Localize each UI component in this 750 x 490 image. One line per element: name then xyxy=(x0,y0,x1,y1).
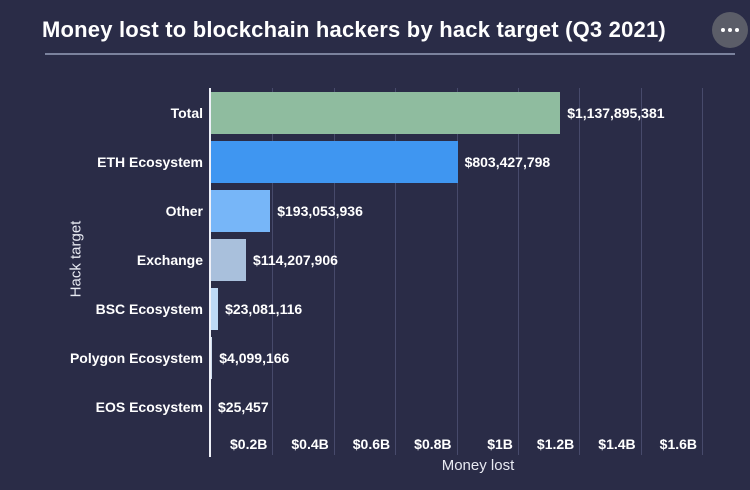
x-tick-label: $0.6B xyxy=(352,436,391,452)
x-tick-label: $1B xyxy=(487,436,513,452)
gridline xyxy=(395,88,397,455)
value-label: $1,137,895,381 xyxy=(567,104,665,121)
bar-row: EOS Ecosystem $25,457 xyxy=(0,382,745,431)
value-label: $25,457 xyxy=(218,398,269,415)
x-axis-title: Money lost xyxy=(441,457,515,474)
value-label: $23,081,116 xyxy=(225,300,303,317)
x-tick-label: $1.2B xyxy=(536,436,575,452)
x-tick-label: $1.4B xyxy=(598,436,636,452)
bar-track: $4,099,166 xyxy=(211,333,745,382)
plot-area: Total $1,137,895,381 ETH Ecosystem $803,427… xyxy=(0,88,745,431)
value-label: $4,099,166 xyxy=(219,349,290,366)
bar-track: $25,457 xyxy=(211,382,745,431)
x-tick-label: $1.6B xyxy=(659,436,698,452)
chart-title: Money lost to blockchain hackers by hack… xyxy=(42,17,666,42)
bar-track: $23,081,116 xyxy=(211,284,745,333)
bar-exchange[interactable] xyxy=(211,238,247,281)
x-tick-label: $0.2B xyxy=(230,436,268,452)
category-label: Total xyxy=(170,104,203,121)
category-label: BSC Ecosystem xyxy=(95,300,203,317)
bar-polygon-ecosystem[interactable] xyxy=(211,336,213,379)
x-tick-label: $0.4B xyxy=(291,436,329,452)
bar-row: ETH Ecosystem $803,427,798 xyxy=(0,137,745,186)
gridline xyxy=(517,88,519,455)
bar-track: $1,137,895,381 xyxy=(211,88,745,137)
value-label: $114,207,906 xyxy=(253,251,338,268)
category-label: Exchange xyxy=(136,251,203,268)
value-label: $193,053,936 xyxy=(277,202,363,219)
bar-row: Polygon Ecosystem $4,099,166 xyxy=(0,333,745,382)
bar-row: BSC Ecosystem $23,081,116 xyxy=(0,284,745,333)
gridline xyxy=(579,88,581,455)
bar-track: $193,053,936 xyxy=(211,186,745,235)
plot-grid xyxy=(211,88,745,455)
title-underline xyxy=(45,53,735,55)
bar-total[interactable] xyxy=(211,91,561,134)
bar-other[interactable] xyxy=(211,189,271,232)
more-options-icon xyxy=(721,28,739,32)
bar-track: $114,207,906 xyxy=(211,235,745,284)
menu-button[interactable] xyxy=(712,12,748,48)
bar-row: Total $1,137,895,381 xyxy=(0,88,745,137)
gridline xyxy=(333,88,335,455)
gridline xyxy=(272,88,274,455)
gridline xyxy=(702,88,704,455)
bar-bsc-ecosystem[interactable] xyxy=(211,287,219,330)
bar-row: Other $193,053,936 xyxy=(0,186,745,235)
category-label: ETH Ecosystem xyxy=(97,153,203,170)
y-axis-line xyxy=(209,88,211,457)
gridline xyxy=(456,88,458,455)
category-label: Other xyxy=(165,202,203,219)
bar-track: $803,427,798 xyxy=(211,137,745,186)
bar-eth-ecosystem[interactable] xyxy=(211,140,458,183)
gridline xyxy=(640,88,642,455)
category-label: Polygon Ecosystem xyxy=(69,349,203,366)
category-label: EOS Ecosystem xyxy=(95,398,203,415)
bar-row: Exchange $114,207,906 xyxy=(0,235,745,284)
value-label: $803,427,798 xyxy=(464,153,551,170)
x-tick-label: $0.8B xyxy=(414,436,452,452)
